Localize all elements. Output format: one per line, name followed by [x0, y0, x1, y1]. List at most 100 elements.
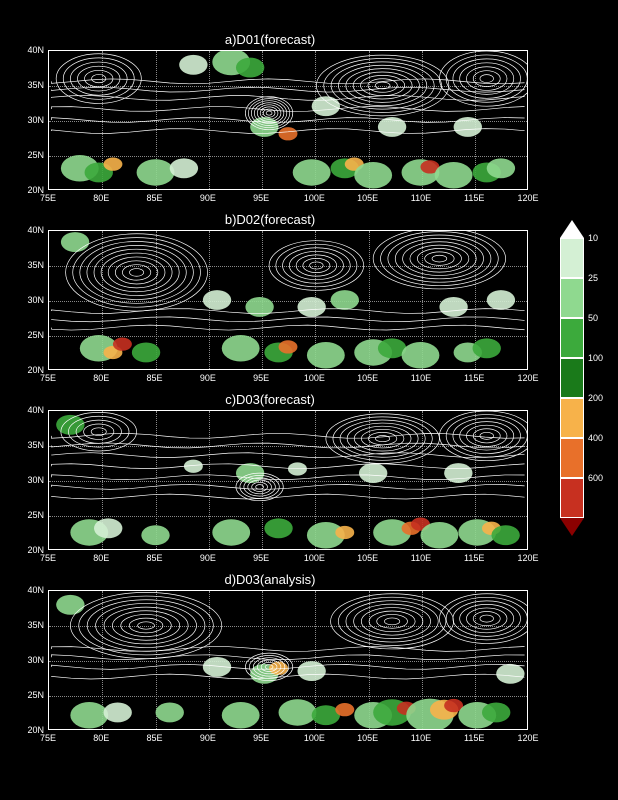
streamline — [51, 664, 524, 669]
contour-line — [70, 592, 221, 658]
contour-line — [369, 611, 415, 632]
x-tick-label: 110E — [401, 373, 441, 383]
contour-line — [480, 75, 494, 83]
shaded-blob — [473, 338, 501, 358]
y-tick-label: 35N — [4, 80, 44, 90]
contour-line — [338, 65, 426, 105]
shaded-blob — [61, 232, 89, 252]
shaded-blob — [402, 342, 440, 368]
shaded-blob — [279, 127, 298, 140]
shaded-blob — [491, 525, 519, 545]
contour-line — [129, 269, 143, 277]
x-tick-label: 100E — [294, 733, 334, 743]
colorbar-segment — [560, 358, 584, 398]
contour-line — [79, 596, 214, 655]
panel-title: b)D02(forecast) — [0, 212, 540, 227]
contour-line — [101, 253, 172, 292]
shaded-blob — [245, 297, 273, 317]
contour-line — [373, 231, 505, 289]
x-tick-label: 105E — [348, 373, 388, 383]
contour-line — [460, 604, 514, 632]
colorbar-tick: 400 — [588, 433, 603, 443]
contour-line — [283, 248, 351, 283]
x-tick-label: 85E — [135, 193, 175, 203]
y-tick-label: 30N — [4, 475, 44, 485]
panel-svg — [49, 591, 527, 729]
contour-line — [87, 245, 186, 299]
contour-line — [122, 265, 150, 280]
colorbar-segment — [560, 478, 584, 518]
x-tick-label: 90E — [188, 373, 228, 383]
x-tick-label: 90E — [188, 733, 228, 743]
contour-line — [460, 422, 514, 450]
colorbar-arrow-bottom — [560, 518, 584, 536]
x-tick-label: 120E — [508, 193, 548, 203]
contour-line — [129, 618, 163, 633]
contour-line — [87, 600, 205, 652]
colorbar-arrow-top — [560, 220, 584, 238]
x-tick-label: 75E — [28, 373, 68, 383]
x-tick-label: 95E — [241, 553, 281, 563]
x-tick-label: 120E — [508, 553, 548, 563]
colorbar-tick: 100 — [588, 353, 603, 363]
shaded-blob — [359, 463, 387, 483]
colorbar-tick: 10 — [588, 233, 598, 243]
contour-line — [453, 59, 521, 98]
shaded-blob — [203, 290, 231, 310]
contour-line — [347, 423, 418, 454]
x-tick-label: 120E — [508, 373, 548, 383]
y-tick-label: 25N — [4, 330, 44, 340]
colorbar-segment — [560, 398, 584, 438]
shaded-blob — [335, 526, 354, 539]
x-tick-label: 85E — [135, 553, 175, 563]
streamline — [51, 433, 524, 438]
shaded-blob — [70, 702, 108, 728]
x-tick-label: 110E — [401, 553, 441, 563]
map-panel — [48, 230, 528, 370]
x-tick-label: 80E — [81, 553, 121, 563]
contour-line — [473, 71, 500, 87]
colorbar-tick: 50 — [588, 313, 598, 323]
x-tick-label: 115E — [454, 553, 494, 563]
contour-line — [346, 69, 420, 103]
contour-line — [76, 420, 121, 443]
y-tick-label: 40N — [4, 405, 44, 415]
shaded-blob — [170, 158, 198, 178]
shaded-blob — [293, 159, 331, 185]
panel-title: c)D03(forecast) — [0, 392, 540, 407]
map-panel — [48, 410, 528, 550]
x-tick-label: 75E — [28, 553, 68, 563]
contour-line — [473, 612, 500, 626]
x-tick-label: 115E — [454, 733, 494, 743]
contour-line — [73, 238, 201, 308]
contour-line — [453, 418, 521, 453]
shaded-blob — [103, 703, 131, 723]
contour-line — [395, 238, 483, 278]
colorbar-segment — [560, 438, 584, 478]
contour-line — [466, 67, 507, 91]
panel-svg — [49, 411, 527, 549]
contour-line — [266, 111, 272, 115]
y-tick-label: 40N — [4, 585, 44, 595]
contour-line — [252, 482, 268, 491]
shaded-blob — [439, 297, 467, 317]
shaded-blob — [482, 703, 510, 723]
colorbar-segment — [560, 238, 584, 278]
x-tick-label: 85E — [135, 373, 175, 383]
contour-line — [446, 415, 527, 458]
contour-line — [96, 603, 197, 647]
panel-svg — [49, 51, 527, 189]
contour-line — [104, 607, 188, 644]
contour-line — [473, 429, 500, 443]
x-tick-label: 95E — [241, 373, 281, 383]
streamline — [51, 118, 524, 123]
shaded-blob — [420, 522, 458, 548]
shaded-blob — [297, 661, 325, 681]
contour-line — [376, 435, 390, 441]
shaded-blob — [264, 518, 292, 538]
x-tick-label: 95E — [241, 193, 281, 203]
contour-line — [354, 426, 411, 451]
contour-line — [324, 59, 442, 113]
shaded-blob — [222, 702, 260, 728]
contour-line — [296, 255, 337, 276]
